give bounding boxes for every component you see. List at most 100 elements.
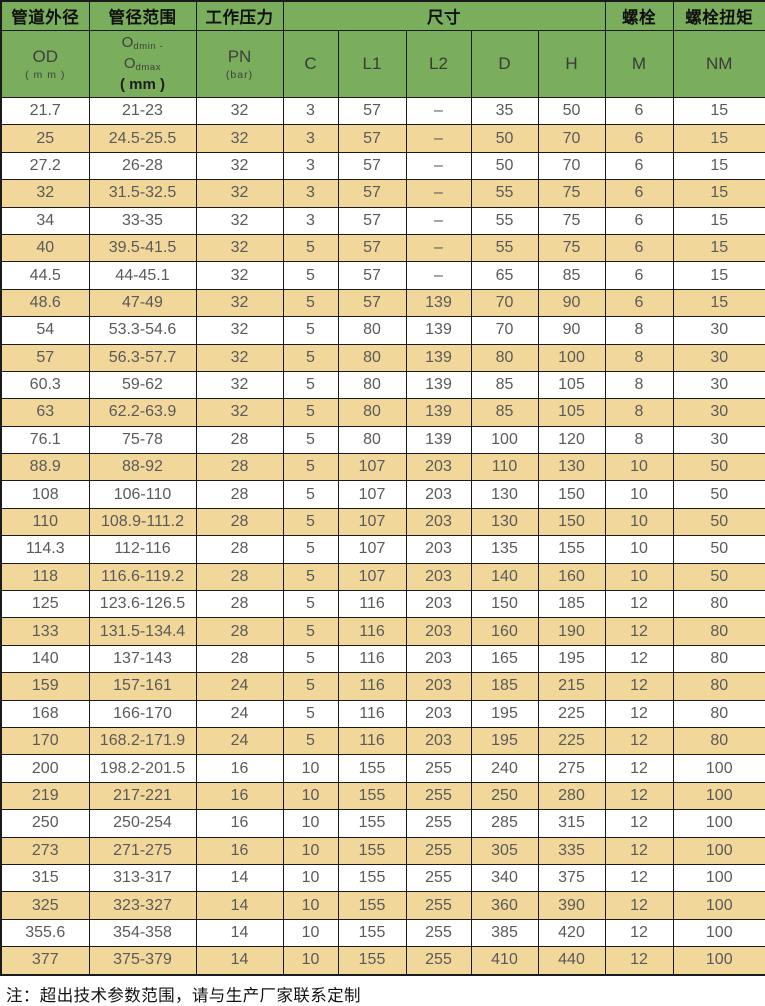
cell-m: 10	[604, 453, 674, 482]
table-row: 168 166-170 24 5 116 203 195 225 12 80	[0, 699, 765, 728]
cell-d: 250	[470, 781, 539, 811]
cell-pn: 24	[195, 726, 284, 756]
od-min-symbol: O	[121, 34, 134, 52]
cell-od-range: 31.5-32.5	[88, 179, 197, 208]
cell-d: 70	[470, 288, 539, 318]
cell-nm: 30	[672, 425, 765, 455]
col-header-od-range: Odmin - Odmax ( mm )	[88, 30, 197, 98]
cell-od-range: 47-49	[88, 288, 197, 318]
cell-pn: 16	[195, 781, 284, 811]
cell-nm: 100	[672, 891, 765, 920]
cell-l1: 155	[337, 781, 407, 811]
table-row: 315 313-317 14 10 155 255 340 375 12 100	[0, 863, 765, 893]
table-row: 200 198.2-201.5 16 10 155 255 240 275 12 100	[0, 754, 765, 783]
cell-d: 195	[470, 699, 539, 728]
cell-nm: 15	[672, 96, 765, 126]
cell-m: 12	[604, 672, 674, 701]
table-row: 118 116.6-119.2 28 5 107 203 140 160 10 50	[0, 562, 765, 592]
cell-c: 5	[282, 480, 339, 509]
table-row: 48.6 47-49 32 5 57 139 70 90 6 15	[0, 288, 765, 318]
cell-h: 105	[537, 370, 606, 400]
cell-od: 114.3	[0, 535, 90, 564]
cell-l1: 116	[337, 617, 407, 646]
od-max-symbol: O	[123, 54, 136, 72]
cell-d: 185	[470, 672, 539, 701]
col-header-h: H	[537, 30, 606, 98]
cell-h: 280	[537, 781, 606, 811]
cell-c: 10	[282, 863, 339, 893]
cell-d: 130	[470, 507, 539, 537]
cell-m: 10	[604, 562, 674, 592]
col-header-l1: L1	[337, 30, 407, 98]
cell-pn: 16	[195, 836, 284, 865]
cell-l2: 139	[405, 425, 472, 455]
cell-l1: 116	[337, 644, 407, 674]
table-row: 125 123.6-126.5 28 5 116 203 150 185 12 80	[0, 590, 765, 619]
table-row: 325 323-327 14 10 155 255 360 390 12 100	[0, 891, 765, 920]
cell-pn: 28	[195, 590, 284, 619]
cell-nm: 50	[672, 562, 765, 592]
cell-h: 215	[537, 672, 606, 701]
cell-pn: 32	[195, 179, 284, 208]
cell-h: 50	[537, 96, 606, 126]
cell-od: 57	[0, 343, 90, 372]
cell-d: 55	[470, 206, 539, 235]
cell-od: 32	[0, 179, 90, 208]
table-row: 54 53.3-54.6 32 5 80 139 70 90 8 30	[0, 316, 765, 345]
cell-pn: 14	[195, 946, 284, 975]
cell-d: 285	[470, 809, 539, 838]
cell-od-range: 271-275	[88, 836, 197, 865]
cell-od-range: 313-317	[88, 863, 197, 893]
cell-nm: 100	[672, 836, 765, 865]
cell-l1: 57	[337, 261, 407, 290]
cell-od: 40	[0, 233, 90, 263]
cell-c: 3	[282, 151, 339, 181]
cell-m: 12	[604, 726, 674, 756]
group-header-pipe-range: 管径范围	[88, 0, 197, 31]
cell-od-range: 106-110	[88, 480, 197, 509]
col-header-od-range-unit: ( mm )	[120, 75, 165, 93]
cell-od: 63	[0, 398, 90, 427]
cell-m: 8	[604, 316, 674, 345]
cell-h: 195	[537, 644, 606, 674]
table-row: 114.3 112-116 28 5 107 203 135 155 10 50	[0, 535, 765, 564]
cell-c: 5	[282, 535, 339, 564]
cell-od: 54	[0, 316, 90, 345]
cell-nm: 100	[672, 863, 765, 893]
col-header-pn: PN (bar)	[195, 30, 284, 98]
table-row: 170 168.2-171.9 24 5 116 203 195 225 12 80	[0, 726, 765, 756]
cell-c: 3	[282, 179, 339, 208]
cell-c: 5	[282, 507, 339, 537]
cell-l2: 203	[405, 453, 472, 482]
cell-l1: 116	[337, 672, 407, 701]
cell-d: 165	[470, 644, 539, 674]
cell-l1: 107	[337, 562, 407, 592]
table-row: 355.6 354-358 14 10 155 255 385 420 12 100	[0, 918, 765, 948]
pipe-coupling-spec-table: 管道外径 管径范围 工作压力 尺寸 螺栓 螺栓扭矩 OD ( m m ) Odm…	[0, 0, 765, 976]
cell-nm: 100	[672, 946, 765, 975]
cell-h: 150	[537, 480, 606, 509]
cell-pn: 28	[195, 453, 284, 482]
cell-od: 133	[0, 617, 90, 646]
sub-header-row: OD ( m m ) Odmin - Odmax ( mm ) PN (bar)…	[0, 30, 765, 98]
cell-pn: 24	[195, 672, 284, 701]
cell-nm: 30	[672, 370, 765, 400]
cell-l1: 116	[337, 590, 407, 619]
cell-od-range: 354-358	[88, 918, 197, 948]
cell-od-range: 108.9-111.2	[88, 507, 197, 537]
group-header-dimensions: 尺寸	[282, 0, 606, 31]
cell-l1: 80	[337, 398, 407, 427]
cell-h: 390	[537, 891, 606, 920]
col-header-od-min-line: Odmin -	[90, 33, 195, 53]
cell-l2: 203	[405, 699, 472, 728]
cell-od-range: 250-254	[88, 809, 197, 838]
cell-l1: 155	[337, 863, 407, 893]
cell-m: 6	[604, 151, 674, 181]
cell-c: 10	[282, 891, 339, 920]
cell-l2: –	[405, 179, 472, 208]
cell-od: 315	[0, 863, 90, 893]
cell-m: 10	[604, 480, 674, 509]
group-header-working-pressure: 工作压力	[195, 0, 284, 31]
cell-nm: 50	[672, 453, 765, 482]
cell-l2: 139	[405, 288, 472, 318]
